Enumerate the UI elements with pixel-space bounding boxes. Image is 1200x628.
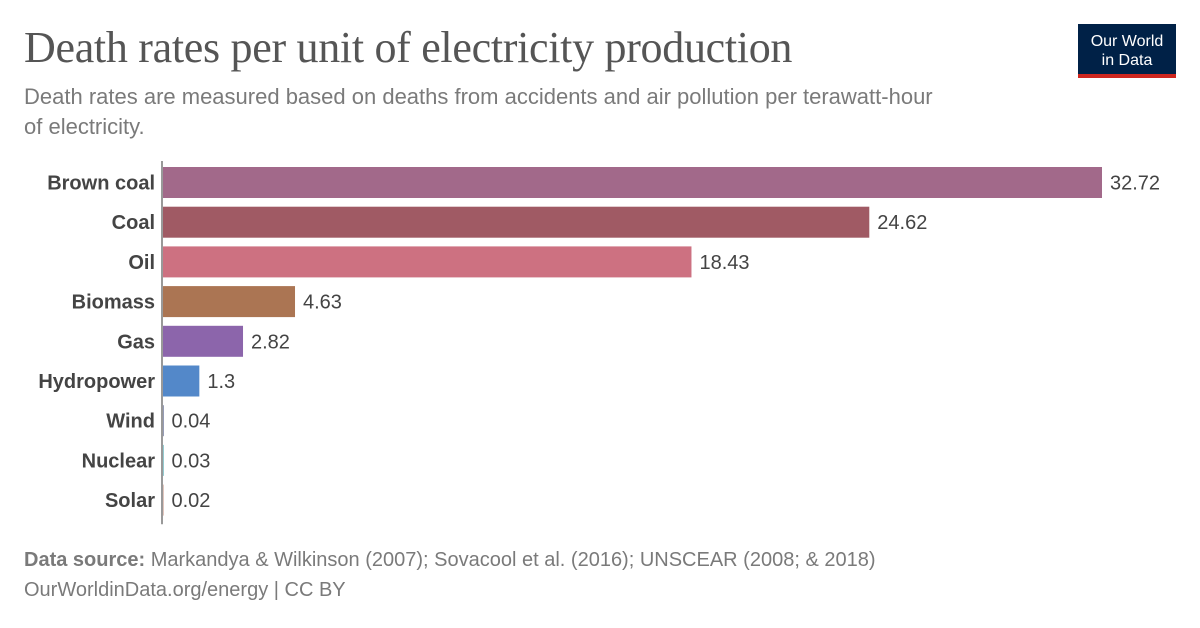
chart-title: Death rates per unit of electricity prod… [24,23,793,72]
chart-footer: Data source: Markandya & Wilkinson (2007… [24,545,876,605]
value-label-brown-coal: 32.72 [1110,173,1160,195]
category-label-gas: Gas [117,331,155,353]
bar-hydropower[interactable] [162,365,200,397]
value-label-gas: 2.82 [251,331,290,353]
category-label-brown-coal: Brown coal [47,173,155,195]
category-label-solar: Solar [105,490,155,512]
category-label-wind: Wind [106,411,155,433]
chart-subtitle: Death rates are measured based on deaths… [24,84,933,139]
value-label-wind: 0.04 [172,411,211,433]
bar-gas[interactable] [162,325,244,357]
category-label-hydropower: Hydropower [38,371,155,393]
data-source-prefix: Data source: [24,549,146,571]
category-label-coal: Coal [112,212,155,234]
value-label-nuclear: 0.03 [172,450,211,472]
bar-oil[interactable] [162,246,692,278]
category-label-nuclear: Nuclear [82,450,156,472]
source-url[interactable]: OurWorldinData.org/energy | CC BY [24,579,346,601]
logo-line-2: in Data [1101,52,1153,69]
category-label-biomass: Biomass [72,292,155,314]
bar-biomass[interactable] [162,286,296,318]
value-label-oil: 18.43 [699,252,749,274]
bar-chart: Brown coal 32.72 Coal 24.62 Oil 18.43 Biomass 4… [38,161,1160,525]
data-source: Data source: Markandya & Wilkinson (2007… [24,545,876,575]
value-label-hydropower: 1.3 [207,371,235,393]
logo-line-1: Our World [1090,33,1164,50]
value-label-coal: 24.62 [877,212,927,234]
bar-brown-coal[interactable] [162,167,1102,198]
owid-logo[interactable]: Our World in Data [1078,24,1176,78]
value-label-biomass: 4.63 [303,292,342,314]
category-label-oil: Oil [128,252,155,274]
data-source-text: Markandya & Wilkinson (2007); Sovacool e… [145,549,876,571]
value-label-solar: 0.02 [172,490,211,512]
bar-coal[interactable] [162,206,870,238]
